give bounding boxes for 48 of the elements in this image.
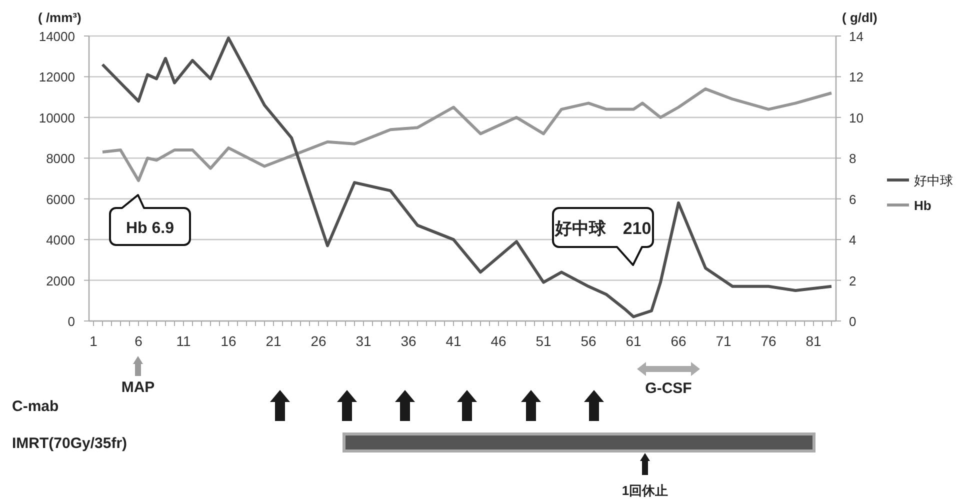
x-tick-label: 66 bbox=[670, 333, 686, 349]
line-series bbox=[101, 36, 833, 318]
legend-label: Hb bbox=[914, 198, 932, 213]
text: G-CSF bbox=[645, 380, 692, 397]
line-series bbox=[101, 87, 833, 182]
x-tick-label: 51 bbox=[536, 333, 552, 349]
y2-tick-label: 2 bbox=[849, 273, 856, 288]
y2-tick-label: 12 bbox=[849, 70, 864, 85]
y-tick-label: 12000 bbox=[38, 70, 75, 85]
x-tick-label: 1 bbox=[90, 333, 98, 349]
x-tick-label: 71 bbox=[716, 333, 732, 349]
y-tick-label: 6000 bbox=[46, 192, 75, 207]
annotation: Hb 6.9 bbox=[126, 220, 174, 237]
y2-tick-label: 14 bbox=[849, 29, 864, 44]
x-tick-label: 41 bbox=[446, 333, 462, 349]
legend-label: 好中球 bbox=[914, 173, 953, 188]
annotation: 好中球 210 bbox=[554, 219, 652, 238]
y2-tick-label: 6 bbox=[849, 192, 856, 207]
y-tick-label: 8000 bbox=[46, 151, 75, 166]
y-tick-label: 14000 bbox=[38, 29, 75, 44]
text: MAP bbox=[121, 379, 155, 396]
x-tick-label: 16 bbox=[220, 333, 236, 349]
callout: Hb 6.9 bbox=[109, 194, 191, 246]
x-tick-label: 36 bbox=[400, 333, 416, 349]
x-tick-label: 31 bbox=[356, 333, 372, 349]
text: 1回休止 bbox=[622, 483, 668, 498]
y2-tick-label: 4 bbox=[849, 232, 856, 248]
y2-tick-label: 10 bbox=[849, 110, 864, 126]
x-tick-label: 6 bbox=[134, 333, 143, 349]
y2-tick-label: 8 bbox=[849, 151, 856, 166]
x-tick-label: 11 bbox=[176, 333, 191, 349]
y-tick-label: 10000 bbox=[38, 110, 75, 126]
x-tick-label: 61 bbox=[626, 333, 642, 349]
text: C-mab bbox=[12, 398, 59, 415]
y-tick-label: 4000 bbox=[46, 232, 75, 248]
callout: 好中球 210 bbox=[552, 207, 654, 266]
x-tick-label: 81 bbox=[806, 333, 822, 349]
x-tick-label: 76 bbox=[760, 333, 776, 349]
x-tick-label: 56 bbox=[580, 333, 596, 349]
x-tick-label: 21 bbox=[266, 333, 282, 349]
y-axis-title: ( /mm³) bbox=[38, 10, 82, 25]
text: IMRT(70Gy/35fr) bbox=[12, 435, 128, 452]
y2-tick-label: 0 bbox=[849, 314, 856, 329]
y-tick-label: 2000 bbox=[46, 273, 75, 288]
y2-axis-title: ( g/dl) bbox=[842, 10, 878, 25]
x-tick-label: 26 bbox=[310, 333, 326, 349]
x-tick-label: 46 bbox=[490, 333, 506, 349]
y-tick-label: 0 bbox=[68, 314, 75, 329]
